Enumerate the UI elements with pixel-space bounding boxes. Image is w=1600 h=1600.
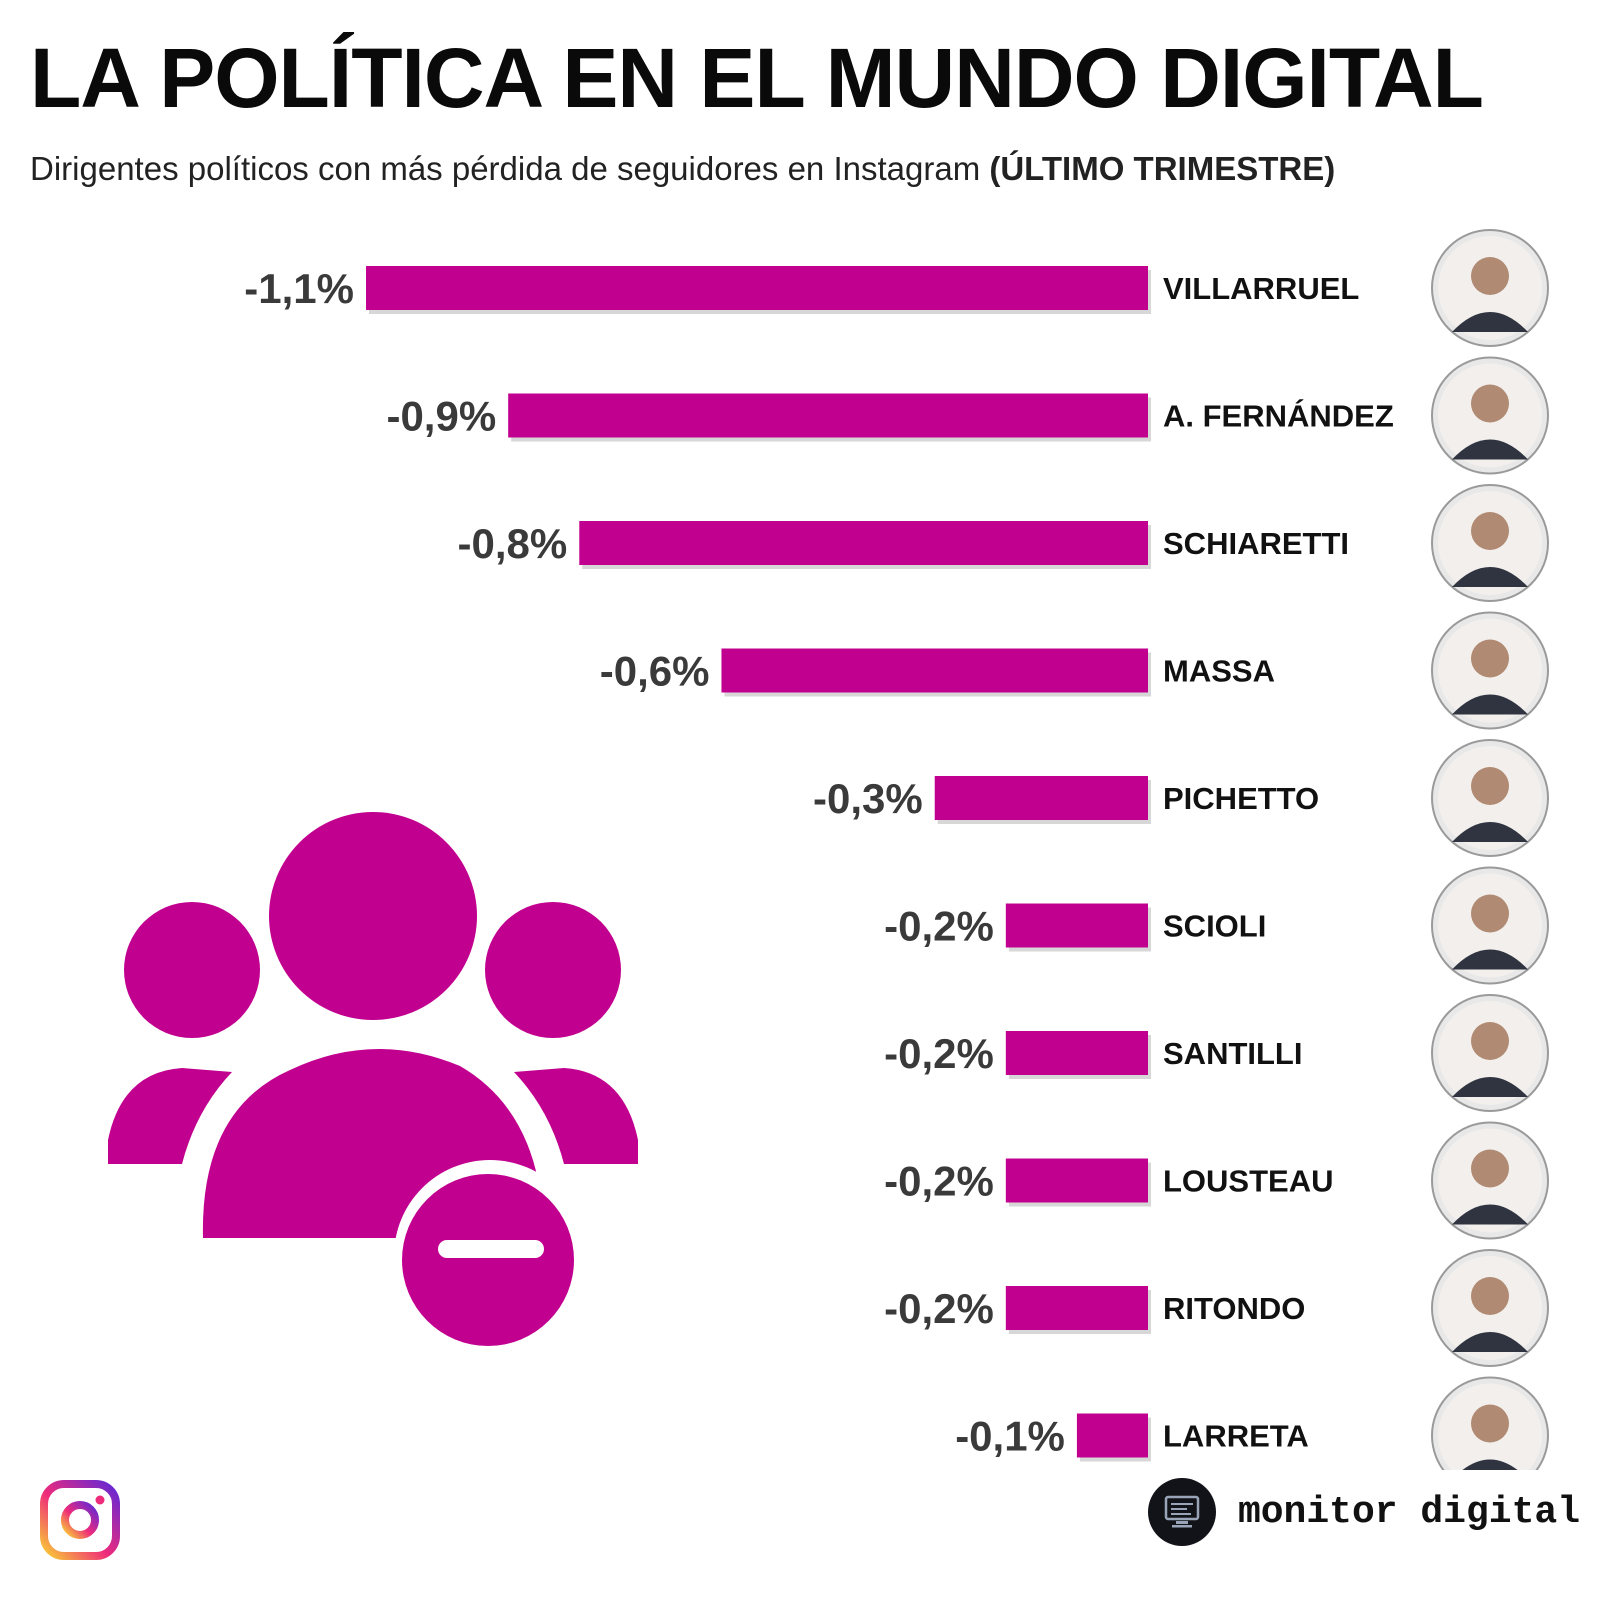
person-avatar-icon (1431, 1121, 1549, 1240)
bar-6 (1005, 903, 1148, 948)
value-label: -0,9% (386, 393, 496, 440)
bar-4 (721, 648, 1148, 693)
category-label: MASSA (1163, 654, 1275, 689)
value-label: -0,2% (884, 903, 994, 950)
person-avatar-icon (1431, 611, 1549, 730)
value-label: -0,2% (884, 1158, 994, 1205)
page-subtitle: Dirigentes políticos con más pérdida de … (30, 152, 1335, 185)
value-label: -0,8% (458, 520, 568, 567)
bar-8 (1005, 1158, 1148, 1203)
bar-chart: -1,1% VILLARRUEL -0,9% A. FERNÁNDEZ -0,8% SCH… (244, 229, 1549, 1470)
person-avatar-icon (1431, 1376, 1549, 1470)
users-minus-icon (108, 812, 638, 1352)
category-label: LOUSTEAU (1163, 1164, 1334, 1199)
category-label: PICHETTO (1163, 781, 1319, 816)
person-avatar-icon (1431, 356, 1549, 475)
category-label: A. FERNÁNDEZ (1163, 399, 1394, 434)
category-label: SCIOLI (1163, 909, 1266, 944)
bar-1 (366, 266, 1148, 310)
value-label: -0,2% (884, 1285, 994, 1332)
person-avatar-icon (1431, 484, 1549, 602)
bar-5 (934, 776, 1148, 820)
subtitle-period: (ÚLTIMO TRIMESTRE) (989, 150, 1336, 187)
value-label: -1,1% (244, 265, 354, 312)
brand-name: monitor digital (1237, 1490, 1580, 1534)
person-avatar-icon (1431, 866, 1549, 985)
category-label: SCHIARETTI (1163, 526, 1349, 561)
bar-2 (508, 393, 1148, 438)
bar-10 (1076, 1413, 1148, 1458)
value-label: -0,2% (884, 1030, 994, 1077)
brand-logo: monitor digital (1147, 1478, 1580, 1546)
person-avatar-icon (1431, 994, 1549, 1112)
page-title: LA POLÍTICA EN EL MUNDO DIGITAL (30, 31, 1484, 125)
value-label: -0,3% (813, 775, 923, 822)
person-avatar-icon (1431, 1249, 1549, 1367)
monitor-icon (1147, 1478, 1216, 1546)
category-label: VILLARRUEL (1163, 271, 1359, 306)
person-avatar-icon (1431, 739, 1549, 857)
value-label: -0,6% (600, 648, 710, 695)
category-label: RITONDO (1163, 1291, 1305, 1326)
category-label: SANTILLI (1163, 1036, 1303, 1071)
bar-7 (1005, 1031, 1148, 1075)
subtitle-text: Dirigentes políticos con más pérdida de … (30, 150, 981, 187)
bar-9 (1005, 1286, 1148, 1330)
bar-3 (579, 521, 1148, 565)
instagram-icon (40, 1480, 120, 1560)
category-label: LARRETA (1163, 1419, 1309, 1454)
value-label: -0,1% (955, 1413, 1065, 1460)
person-avatar-icon (1431, 229, 1549, 347)
